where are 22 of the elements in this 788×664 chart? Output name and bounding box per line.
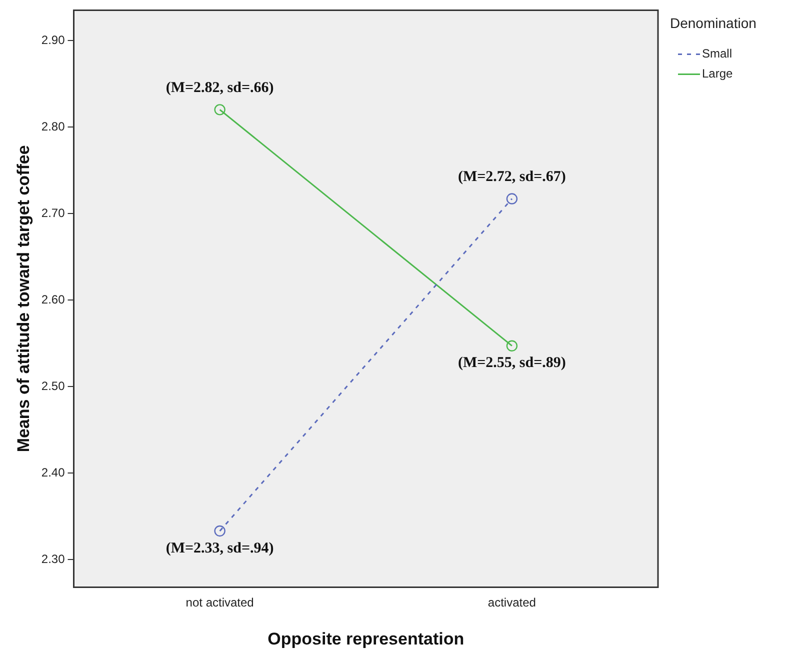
annotation: (M=2.55, sd=.89) bbox=[458, 355, 566, 372]
y-tick-label: 2.50 bbox=[41, 378, 66, 393]
point bbox=[214, 104, 226, 116]
annotation: (M=2.82, sd=.66) bbox=[166, 80, 274, 96]
y-tick-label: 2.60 bbox=[41, 292, 66, 306]
y-tick-label: 2.70 bbox=[41, 206, 66, 220]
y-tick-label: 2.90 bbox=[41, 32, 66, 47]
x-tick-label: activated bbox=[488, 596, 536, 610]
legend-label: Small bbox=[702, 46, 732, 61]
point bbox=[214, 525, 226, 537]
legend-label: Large bbox=[702, 66, 734, 81]
legend-title: Denomination bbox=[670, 15, 756, 32]
y-tick-label: 2.30 bbox=[41, 552, 66, 566]
y-tick-label: 2.80 bbox=[41, 119, 66, 134]
point bbox=[506, 193, 518, 204]
x-tick-label: not activated bbox=[186, 596, 254, 610]
point bbox=[506, 340, 518, 352]
x-axis-title: Opposite representation bbox=[268, 629, 464, 648]
y-tick-label: 2.40 bbox=[41, 465, 66, 480]
y-axis-title: Means of attitude toward target coffee bbox=[14, 145, 33, 452]
annotation: (M=2.72, sd=.67) bbox=[458, 169, 566, 186]
annotation: (M=2.33, sd=.94) bbox=[166, 540, 274, 556]
